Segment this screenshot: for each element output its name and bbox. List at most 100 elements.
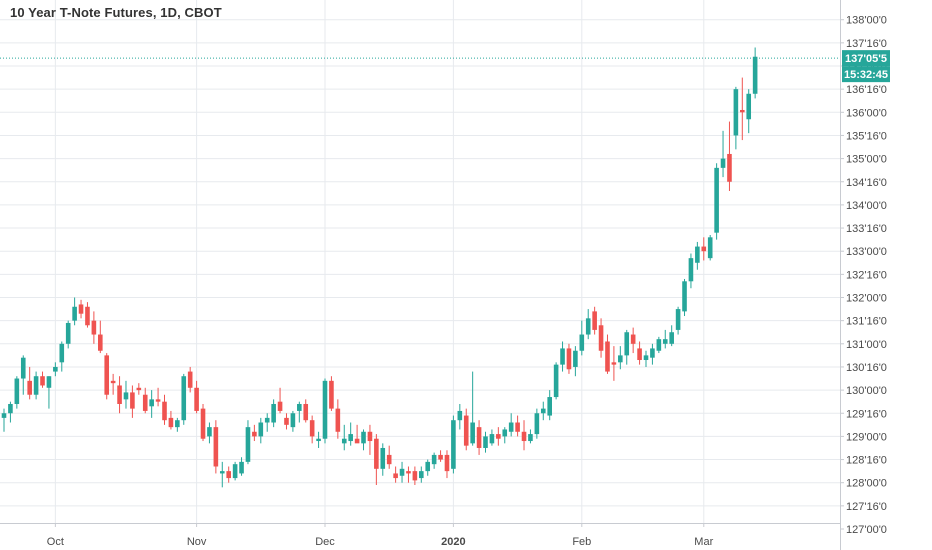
y-tick-label: 136'00'0 (846, 107, 887, 119)
candle-body (701, 246, 707, 252)
candle-body (393, 473, 398, 479)
candle (297, 401, 302, 423)
candle (309, 415, 315, 444)
candle-body (181, 376, 187, 421)
candle-body (213, 427, 219, 467)
candle-body (303, 403, 309, 421)
y-tick-label: 137'16'0 (846, 38, 887, 50)
countdown-label: 15:32:45 (844, 69, 888, 81)
candle (675, 306, 681, 335)
candle-body (322, 380, 328, 439)
candle-body (611, 362, 617, 365)
candle-body (380, 447, 386, 469)
candle (688, 253, 694, 289)
y-tick-label: 136'16'0 (846, 84, 887, 96)
y-tick-label: 131'16'0 (846, 316, 887, 328)
candle-body (656, 339, 662, 351)
candle-body (695, 246, 700, 263)
candle (245, 420, 251, 465)
candle-body (650, 348, 655, 358)
candle-body (431, 454, 437, 465)
x-tick-label: Oct (47, 536, 64, 548)
candle-body (553, 364, 559, 398)
candle (136, 383, 142, 395)
candle-body (592, 311, 597, 330)
candle-body (515, 422, 520, 432)
candle (104, 353, 110, 400)
candle (85, 302, 90, 328)
candle-body (682, 281, 687, 312)
candle (643, 350, 649, 367)
candle (316, 431, 321, 448)
candle-body (585, 318, 591, 335)
y-tick-label: 127'00'0 (846, 524, 887, 536)
candle (8, 401, 13, 423)
candle (431, 452, 437, 469)
candle (354, 424, 360, 444)
candle (162, 394, 167, 425)
candle-body (290, 413, 296, 428)
candle (14, 376, 20, 409)
candle (650, 343, 655, 365)
candle (335, 399, 341, 439)
candle-body (232, 464, 238, 479)
candle-body (714, 167, 719, 233)
candle-body (412, 471, 418, 481)
candle (252, 424, 257, 442)
candle-body (483, 436, 488, 448)
candle-body (348, 434, 353, 442)
candle-body (502, 429, 508, 437)
candle-body (297, 403, 302, 411)
candle-body (33, 376, 39, 395)
y-tick-label: 131'00'0 (846, 339, 887, 351)
candle-body (643, 355, 649, 361)
candle-body (14, 378, 20, 404)
candle-body (72, 306, 77, 321)
candle-body (534, 413, 540, 435)
candle (598, 318, 604, 358)
candle (438, 450, 443, 462)
candle (701, 237, 707, 261)
candle-body (130, 392, 135, 409)
candle-body (560, 348, 565, 365)
y-tick-label: 128'16'0 (846, 455, 887, 467)
candle-body (226, 471, 231, 479)
candle (1, 408, 7, 432)
candle (20, 355, 26, 395)
candle (168, 410, 174, 430)
candle-body (438, 454, 443, 460)
candle (720, 130, 726, 178)
candle-body (187, 371, 193, 388)
candle (219, 461, 225, 488)
candle (605, 334, 610, 374)
candle-body (219, 471, 225, 474)
candle-body (470, 422, 475, 444)
candle-body (662, 339, 668, 344)
candle-body (207, 427, 212, 437)
candle (733, 86, 739, 150)
candle-body (8, 403, 13, 414)
candle-body (457, 410, 463, 421)
candle-body (451, 420, 456, 469)
candle-body (162, 401, 167, 421)
candle-body (707, 237, 713, 259)
candle-body (624, 332, 630, 356)
candle (592, 306, 597, 335)
candle-body (508, 422, 514, 432)
y-tick-label: 133'00'0 (846, 246, 887, 258)
y-tick-label: 134'00'0 (846, 200, 887, 212)
candle (91, 311, 97, 344)
candle (463, 408, 469, 451)
candle-body (91, 320, 97, 335)
candle-body (316, 438, 321, 442)
candle-body (142, 394, 148, 411)
candle (155, 387, 161, 407)
candle (264, 413, 270, 432)
candle (630, 327, 636, 354)
candle-body (598, 325, 604, 351)
candle-body (618, 355, 623, 363)
candle-body (425, 461, 431, 472)
y-tick-label: 135'16'0 (846, 130, 887, 142)
candle-body (637, 348, 642, 361)
